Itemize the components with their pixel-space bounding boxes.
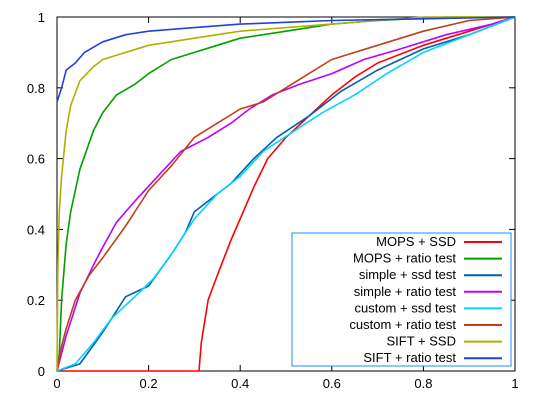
series-line-1 [57, 16, 516, 372]
plot-frame [56, 16, 516, 372]
x-tick-label: 1 [511, 376, 518, 391]
legend-entry-label: simple + ssd test [359, 267, 457, 282]
legend-entry-label: SIFT + SSD [387, 334, 456, 349]
y-tick-label: 0.2 [27, 293, 45, 308]
series-line-8 [56, 16, 516, 103]
x-tick-label: 0.4 [231, 376, 249, 391]
y-tick-label: 0.8 [27, 81, 45, 96]
x-tick-label: 0.2 [140, 376, 158, 391]
legend-entry-label: SIFT + ratio test [363, 350, 456, 365]
legend-entry-label: custom + ssd test [354, 300, 456, 315]
legend-entry-label: MOPS + ratio test [353, 251, 456, 266]
x-tick-label: 0.8 [414, 376, 432, 391]
series-lines [56, 16, 516, 372]
y-tick-label: 0.6 [27, 152, 45, 167]
legend-entry-label: MOPS + SSD [376, 234, 456, 249]
y-tick-label: 0 [38, 364, 45, 379]
legend-entry-label: custom + ratio test [349, 317, 456, 332]
y-tick-label: 1 [38, 10, 45, 25]
y-tick-label: 0.4 [27, 222, 45, 237]
x-tick-label: 0.6 [323, 376, 341, 391]
series-line-5 [56, 16, 516, 372]
legend-box [291, 232, 512, 367]
series-line-7 [56, 16, 515, 372]
legend-entry-label: simple + ratio test [354, 284, 457, 299]
series-line-6 [56, 16, 516, 372]
series-line-4 [56, 16, 516, 372]
x-tick-label: 0 [53, 376, 60, 391]
